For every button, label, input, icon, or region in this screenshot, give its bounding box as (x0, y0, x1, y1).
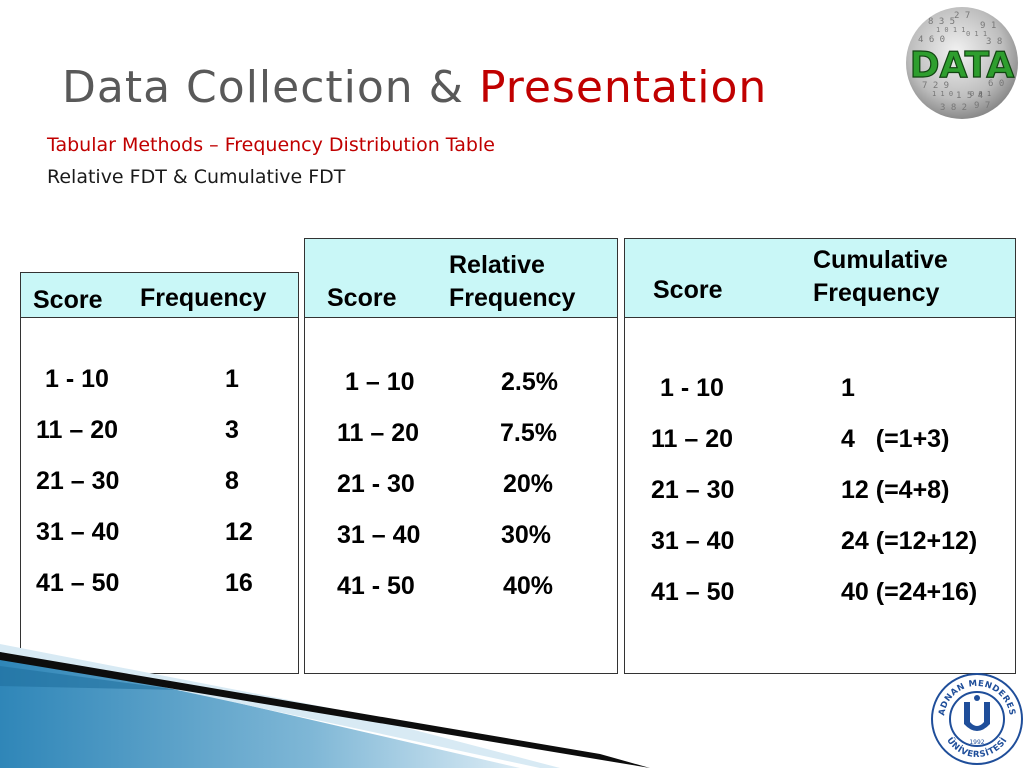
svg-text:1 1 0: 1 1 0 (932, 90, 953, 98)
svg-text:3 8: 3 8 (986, 37, 1002, 47)
header-score: Score (653, 276, 723, 304)
score-cell: 31 – 40 (337, 521, 421, 549)
score-cell: 31 – 40 (36, 518, 120, 546)
score-cell: 1 - 10 (660, 374, 724, 402)
score-cell: 41 – 50 (651, 578, 735, 606)
svg-text:8 3 5: 8 3 5 (928, 17, 955, 27)
cumulative-frequency-cell: 1 (841, 374, 855, 402)
frequency-cell: 3 (225, 416, 239, 444)
university-year: 1992 (969, 739, 984, 746)
relative-frequency-cell: 30% (501, 521, 552, 549)
slide-subtitle: Tabular Methods – Frequency Distribution… (47, 134, 495, 156)
score-cell: 41 - 50 (337, 572, 415, 600)
score-cell: 1 - 10 (45, 365, 109, 393)
score-cell: 1 – 10 (345, 368, 415, 396)
relative-frequency-table: Score Relative Frequency 1 – 10 2.5% 11 … (304, 238, 618, 674)
cumulative-frequency-table: Score Cumulative Frequency 1 - 10 1 11 –… (624, 238, 1016, 674)
relative-frequency-cell: 7.5% (500, 419, 557, 447)
score-cell: 11 – 20 (651, 425, 734, 453)
decorative-swoosh (0, 644, 650, 768)
data-logo-text: DATA (910, 45, 1015, 86)
data-globe-icon: 8 3 52 7 9 1 4 6 0 3 8 7 2 9 1 5 4 6 0 3 8 2… (906, 7, 1018, 119)
cumulative-frequency-cell: 40 (=24+16) (841, 578, 978, 606)
relative-frequency-cell: 2.5% (501, 368, 558, 396)
header-score: Score (33, 286, 103, 314)
svg-text:0 1 1: 0 1 1 (966, 30, 987, 38)
header-cumulative-frequency: Frequency (813, 279, 940, 307)
header-relative-frequency: Frequency (449, 284, 576, 312)
svg-text:3 8 2: 3 8 2 (940, 103, 967, 113)
relative-frequency-cell: 20% (503, 470, 554, 498)
score-cell: 21 - 30 (337, 470, 415, 498)
header-relative: Relative (449, 251, 545, 279)
score-cell: 31 – 40 (651, 527, 735, 555)
score-cell: 41 – 50 (36, 569, 120, 597)
svg-text:1 0 1 1: 1 0 1 1 (936, 26, 966, 34)
svg-text:1 5 4: 1 5 4 (956, 91, 983, 101)
score-cell: 21 – 30 (36, 467, 120, 495)
svg-text:4 6 0: 4 6 0 (918, 35, 945, 45)
svg-text:6 0: 6 0 (988, 79, 1004, 89)
frequency-cell: 16 (225, 569, 253, 597)
svg-text:0 0 1: 0 0 1 (970, 90, 991, 98)
university-logo-icon: ADNAN MENDERES ÜNİVERSİTESİ 1992 (931, 673, 1023, 765)
score-cell: 11 – 20 (337, 419, 420, 447)
svg-text:9 1: 9 1 (980, 21, 996, 31)
title-accent: Presentation (478, 62, 768, 113)
relative-table-header: Score Relative Frequency (305, 239, 617, 318)
relative-frequency-cell: 40% (503, 572, 554, 600)
slide-title: Data Collection & Presentation (62, 62, 767, 113)
frequency-table-header: Score Frequency (21, 273, 298, 318)
slide-subheading: Relative FDT & Cumulative FDT (47, 166, 346, 188)
frequency-cell: 12 (225, 518, 253, 546)
cumulative-frequency-cell: 24 (=12+12) (841, 527, 978, 555)
cumulative-table-header: Score Cumulative Frequency (625, 239, 1015, 318)
score-cell: 21 – 30 (651, 476, 735, 504)
cumulative-frequency-cell: 4 (=1+3) (841, 425, 950, 453)
svg-text:9 7: 9 7 (974, 101, 990, 111)
title-main: Data Collection & (62, 62, 479, 113)
frequency-cell: 1 (225, 365, 239, 393)
header-frequency: Frequency (140, 284, 267, 312)
header-cumulative: Cumulative (813, 246, 948, 274)
frequency-table: Score Frequency 1 - 10 1 11 – 20 3 21 – … (20, 272, 299, 674)
header-score: Score (327, 284, 397, 312)
cumulative-frequency-cell: 12 (=4+8) (841, 476, 950, 504)
frequency-cell: 8 (225, 467, 239, 495)
svg-text:7 2 9: 7 2 9 (922, 81, 949, 91)
svg-text:2 7: 2 7 (954, 11, 970, 21)
score-cell: 11 – 20 (36, 416, 119, 444)
